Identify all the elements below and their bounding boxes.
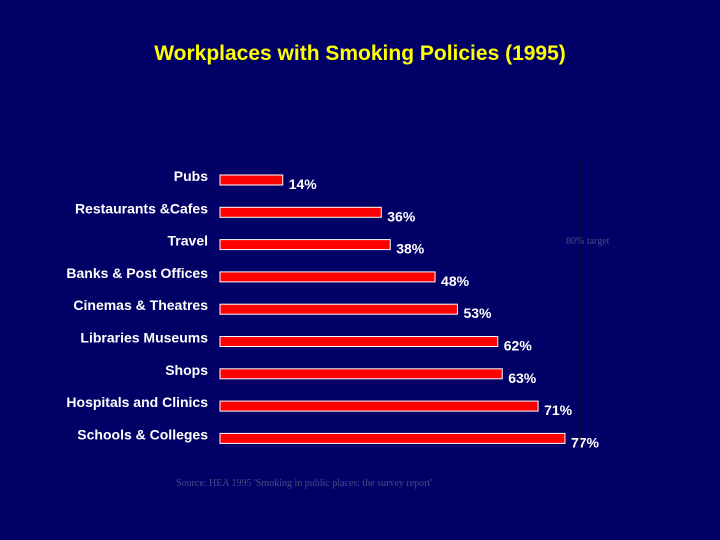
value-label: 38% (396, 241, 425, 257)
bar-0 (219, 174, 284, 186)
category-label: Pubs (174, 168, 208, 184)
category-labels-group: Pubs Restaurants &Cafes Travel Banks & Post… (66, 168, 208, 442)
bar-4 (219, 303, 458, 315)
bar-6 (219, 368, 503, 380)
chart-title: Workplaces with Smoking Policies (1995) (154, 42, 566, 65)
value-label: 71% (544, 402, 573, 418)
value-label: 48% (441, 273, 470, 289)
value-label: 62% (504, 338, 533, 354)
category-label: Banks & Post Offices (66, 265, 208, 281)
bars-group (219, 174, 566, 444)
category-label: Hospitals and Clinics (66, 394, 208, 410)
bar-5 (219, 336, 499, 347)
bar-7 (219, 400, 539, 412)
category-label: Shops (165, 362, 208, 378)
value-label: 63% (508, 370, 537, 386)
category-label: Travel (168, 233, 208, 249)
value-label: 77% (571, 434, 600, 450)
bar-3 (219, 271, 436, 283)
category-label: Cinemas & Theatres (73, 297, 208, 313)
category-label: Schools & Colleges (77, 426, 208, 442)
value-label: 53% (463, 305, 492, 321)
category-label: Libraries Museums (80, 330, 208, 346)
bar-2 (219, 239, 391, 251)
value-label: 36% (387, 208, 416, 224)
value-labels-group: 14% 36% 38% 48% 53% 62% 63% 71% 77% (289, 176, 600, 450)
value-label: 14% (289, 176, 318, 192)
target-label: 80% target (566, 236, 610, 247)
category-label: Restaurants &Cafes (75, 200, 208, 216)
source-note: Source: HEA 1995 'Smoking in public plac… (176, 478, 432, 489)
bar-1 (219, 206, 382, 218)
bar-8 (219, 432, 566, 444)
